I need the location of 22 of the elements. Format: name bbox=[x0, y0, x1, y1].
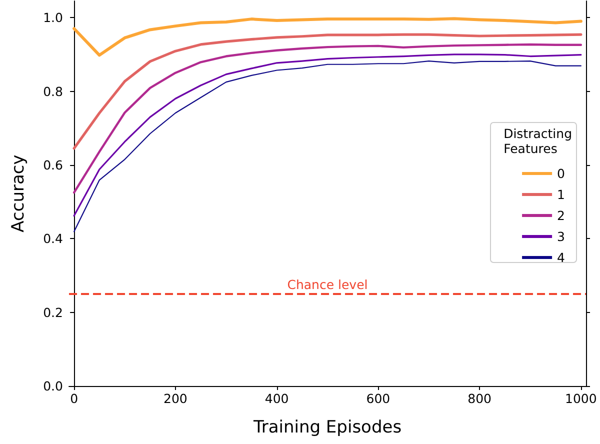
legend-label: 1 bbox=[557, 187, 565, 202]
x-axis-title: Training Episodes bbox=[252, 418, 402, 438]
legend-title: Distracting Features bbox=[504, 126, 572, 156]
x-tick-label: 1000 bbox=[565, 391, 597, 406]
legend-label: 0 bbox=[557, 166, 566, 181]
x-tick-label: 800 bbox=[468, 391, 492, 406]
legend-label: 3 bbox=[557, 229, 565, 244]
y-tick-label: 0.2 bbox=[43, 304, 63, 320]
x-tick-label: 400 bbox=[264, 391, 289, 406]
y-tick-label: 0.6 bbox=[43, 157, 64, 172]
y-tick-label: 0.4 bbox=[43, 231, 64, 246]
x-tick-label: 600 bbox=[366, 391, 390, 406]
legend-label: 2 bbox=[557, 208, 565, 223]
y-axis-title: Accuracy bbox=[8, 154, 28, 232]
line-series bbox=[72, 17, 582, 57]
y-tick-label: 0.0 bbox=[43, 378, 64, 394]
y-tick-label: 0.8 bbox=[43, 84, 64, 99]
ref-line-label: Chance level bbox=[287, 276, 368, 292]
legend-label: 4 bbox=[557, 250, 566, 265]
x-tick-label: 0 bbox=[70, 391, 78, 406]
y-tick-label: 1.0 bbox=[43, 10, 64, 26]
x-tick-label: 200 bbox=[164, 391, 188, 406]
